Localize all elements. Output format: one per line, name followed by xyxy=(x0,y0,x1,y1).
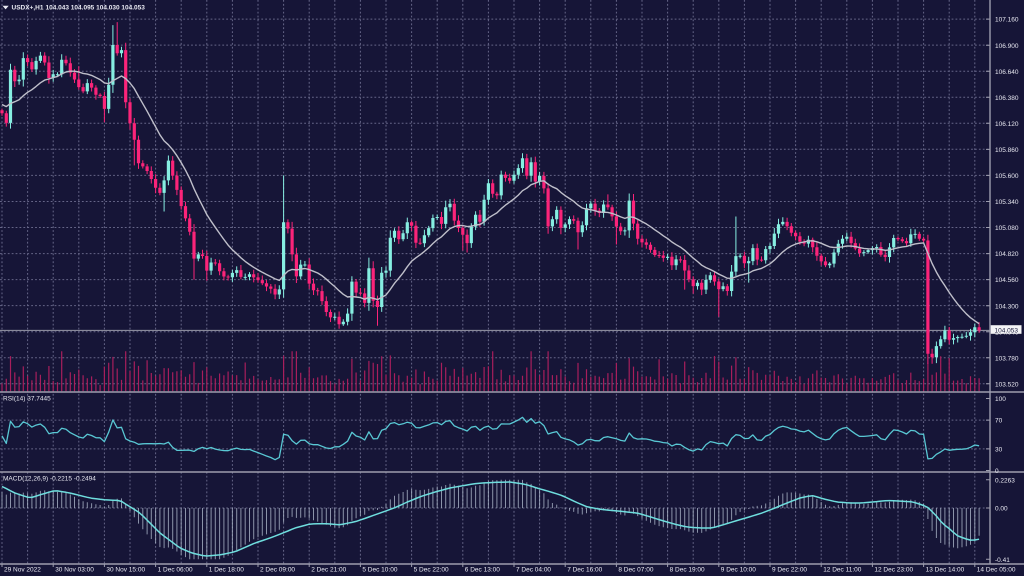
svg-text:100: 100 xyxy=(995,396,1006,403)
svg-text:104.820: 104.820 xyxy=(995,251,1019,258)
svg-text:70: 70 xyxy=(995,418,1003,425)
svg-text:9 Dec 22:00: 9 Dec 22:00 xyxy=(772,567,807,574)
svg-text:13 Dec 14:00: 13 Dec 14:00 xyxy=(926,567,965,574)
svg-text:5 Dec 22:00: 5 Dec 22:00 xyxy=(414,567,449,574)
svg-text:30 Nov 03:00: 30 Nov 03:00 xyxy=(55,567,94,574)
svg-text:8 Dec 19:00: 8 Dec 19:00 xyxy=(670,567,705,574)
svg-text:29 Nov 2022: 29 Nov 2022 xyxy=(4,567,41,574)
svg-text:106.900: 106.900 xyxy=(995,43,1019,50)
svg-text:105.600: 105.600 xyxy=(995,173,1019,180)
svg-text:30 Nov 15:00: 30 Nov 15:00 xyxy=(106,567,145,574)
svg-text:106.640: 106.640 xyxy=(995,69,1019,76)
svg-text:104.053: 104.053 xyxy=(995,328,1019,335)
svg-text:12 Dec 11:00: 12 Dec 11:00 xyxy=(823,567,862,574)
svg-text:1 Dec 06:00: 1 Dec 06:00 xyxy=(158,567,193,574)
svg-text:106.120: 106.120 xyxy=(995,121,1019,128)
svg-text:12 Dec 23:00: 12 Dec 23:00 xyxy=(874,567,913,574)
svg-text:6 Dec 13:00: 6 Dec 13:00 xyxy=(465,567,500,574)
svg-text:107.160: 107.160 xyxy=(995,17,1019,24)
svg-text:9 Dec 10:00: 9 Dec 10:00 xyxy=(721,567,756,574)
svg-text:105.080: 105.080 xyxy=(995,225,1019,232)
svg-text:103.780: 103.780 xyxy=(995,355,1019,362)
svg-text:0.00: 0.00 xyxy=(995,506,1008,513)
svg-text:105.340: 105.340 xyxy=(995,199,1019,206)
svg-text:0.2263: 0.2263 xyxy=(995,477,1015,484)
svg-text:2 Dec 21:00: 2 Dec 21:00 xyxy=(311,567,346,574)
svg-text:7 Dec 16:00: 7 Dec 16:00 xyxy=(567,567,602,574)
svg-text:104.300: 104.300 xyxy=(995,303,1019,310)
svg-text:5 Dec 10:00: 5 Dec 10:00 xyxy=(362,567,397,574)
svg-text:USDX+,H1: USDX+,H1 xyxy=(12,4,44,11)
svg-text:105.860: 105.860 xyxy=(995,147,1019,154)
svg-text:2 Dec 09:00: 2 Dec 09:00 xyxy=(260,567,295,574)
svg-text:MACD(12,26,9) -0.2215 -0.2494: MACD(12,26,9) -0.2215 -0.2494 xyxy=(3,476,96,483)
svg-text:-0.41: -0.41 xyxy=(995,557,1010,564)
svg-text:104.560: 104.560 xyxy=(995,277,1019,284)
svg-text:0: 0 xyxy=(995,468,999,475)
svg-text:7 Dec 04:00: 7 Dec 04:00 xyxy=(516,567,551,574)
svg-text:1 Dec 18:00: 1 Dec 18:00 xyxy=(209,567,244,574)
svg-text:103.520: 103.520 xyxy=(995,381,1019,388)
svg-text:8 Dec 07:00: 8 Dec 07:00 xyxy=(618,567,653,574)
svg-text:106.380: 106.380 xyxy=(995,95,1019,102)
svg-text:RSI(14) 37.7445: RSI(14) 37.7445 xyxy=(3,396,51,403)
svg-text:30: 30 xyxy=(995,447,1003,454)
svg-text:14 Dec 05:00: 14 Dec 05:00 xyxy=(977,567,1016,574)
svg-text:104.043 104.095 104.030 104.05: 104.043 104.095 104.030 104.053 xyxy=(46,4,146,11)
